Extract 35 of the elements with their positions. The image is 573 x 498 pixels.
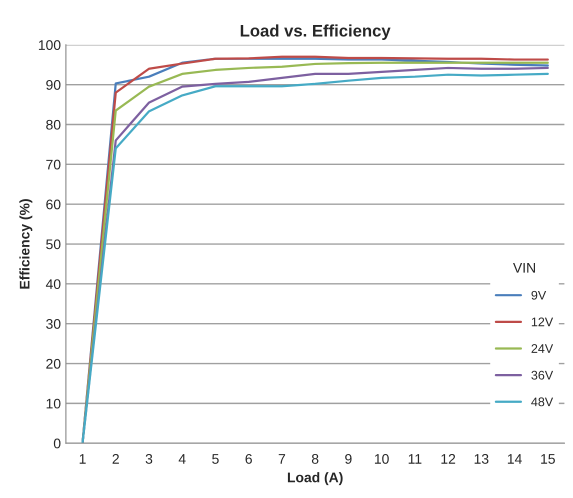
x-tick-label: 5: [212, 454, 219, 464]
x-tick-label: 13: [474, 454, 488, 464]
legend-label: 9V: [532, 290, 546, 300]
legend-title: VIN: [513, 263, 535, 273]
x-tick-label: 7: [278, 454, 286, 464]
x-tick-label: 4: [178, 454, 186, 464]
y-axis-title: Efficiency (%): [19, 199, 32, 289]
legend-label: 36V: [531, 370, 554, 380]
x-tick-label: 11: [408, 454, 422, 464]
x-tick-label: 14: [508, 454, 522, 464]
y-tick-label: 20: [46, 358, 60, 369]
y-tick-label: 100: [38, 40, 60, 50]
legend-label: 12V: [532, 317, 554, 326]
x-tick-label: 9: [345, 454, 352, 464]
y-tick-label: 80: [46, 120, 60, 130]
x-tick-label: 8: [312, 454, 318, 464]
x-tick-label: 10: [374, 454, 389, 464]
x-tick-label: 15: [541, 454, 555, 464]
y-tick-label: 50: [46, 239, 60, 250]
chart-title: Load vs. Efficiency: [240, 24, 391, 40]
y-tick-label: 0: [54, 438, 60, 448]
y-tick-label: 10: [46, 398, 60, 409]
y-tick-label: 70: [46, 160, 60, 170]
y-tick-label: 40: [46, 279, 60, 290]
x-tick-label: 3: [146, 454, 152, 464]
x-tick-label: 1: [80, 454, 86, 464]
legend-label: 48V: [531, 397, 554, 406]
y-tick-label: 90: [46, 80, 60, 90]
x-tick-label: 12: [441, 454, 456, 464]
x-axis-title: Load (A): [288, 472, 343, 486]
x-tick-label: 2: [112, 454, 119, 464]
legend-label: 24V: [532, 344, 554, 353]
y-tick-label: 30: [46, 319, 60, 329]
y-tick-label: 60: [46, 200, 60, 210]
x-tick-label: 6: [246, 454, 252, 464]
